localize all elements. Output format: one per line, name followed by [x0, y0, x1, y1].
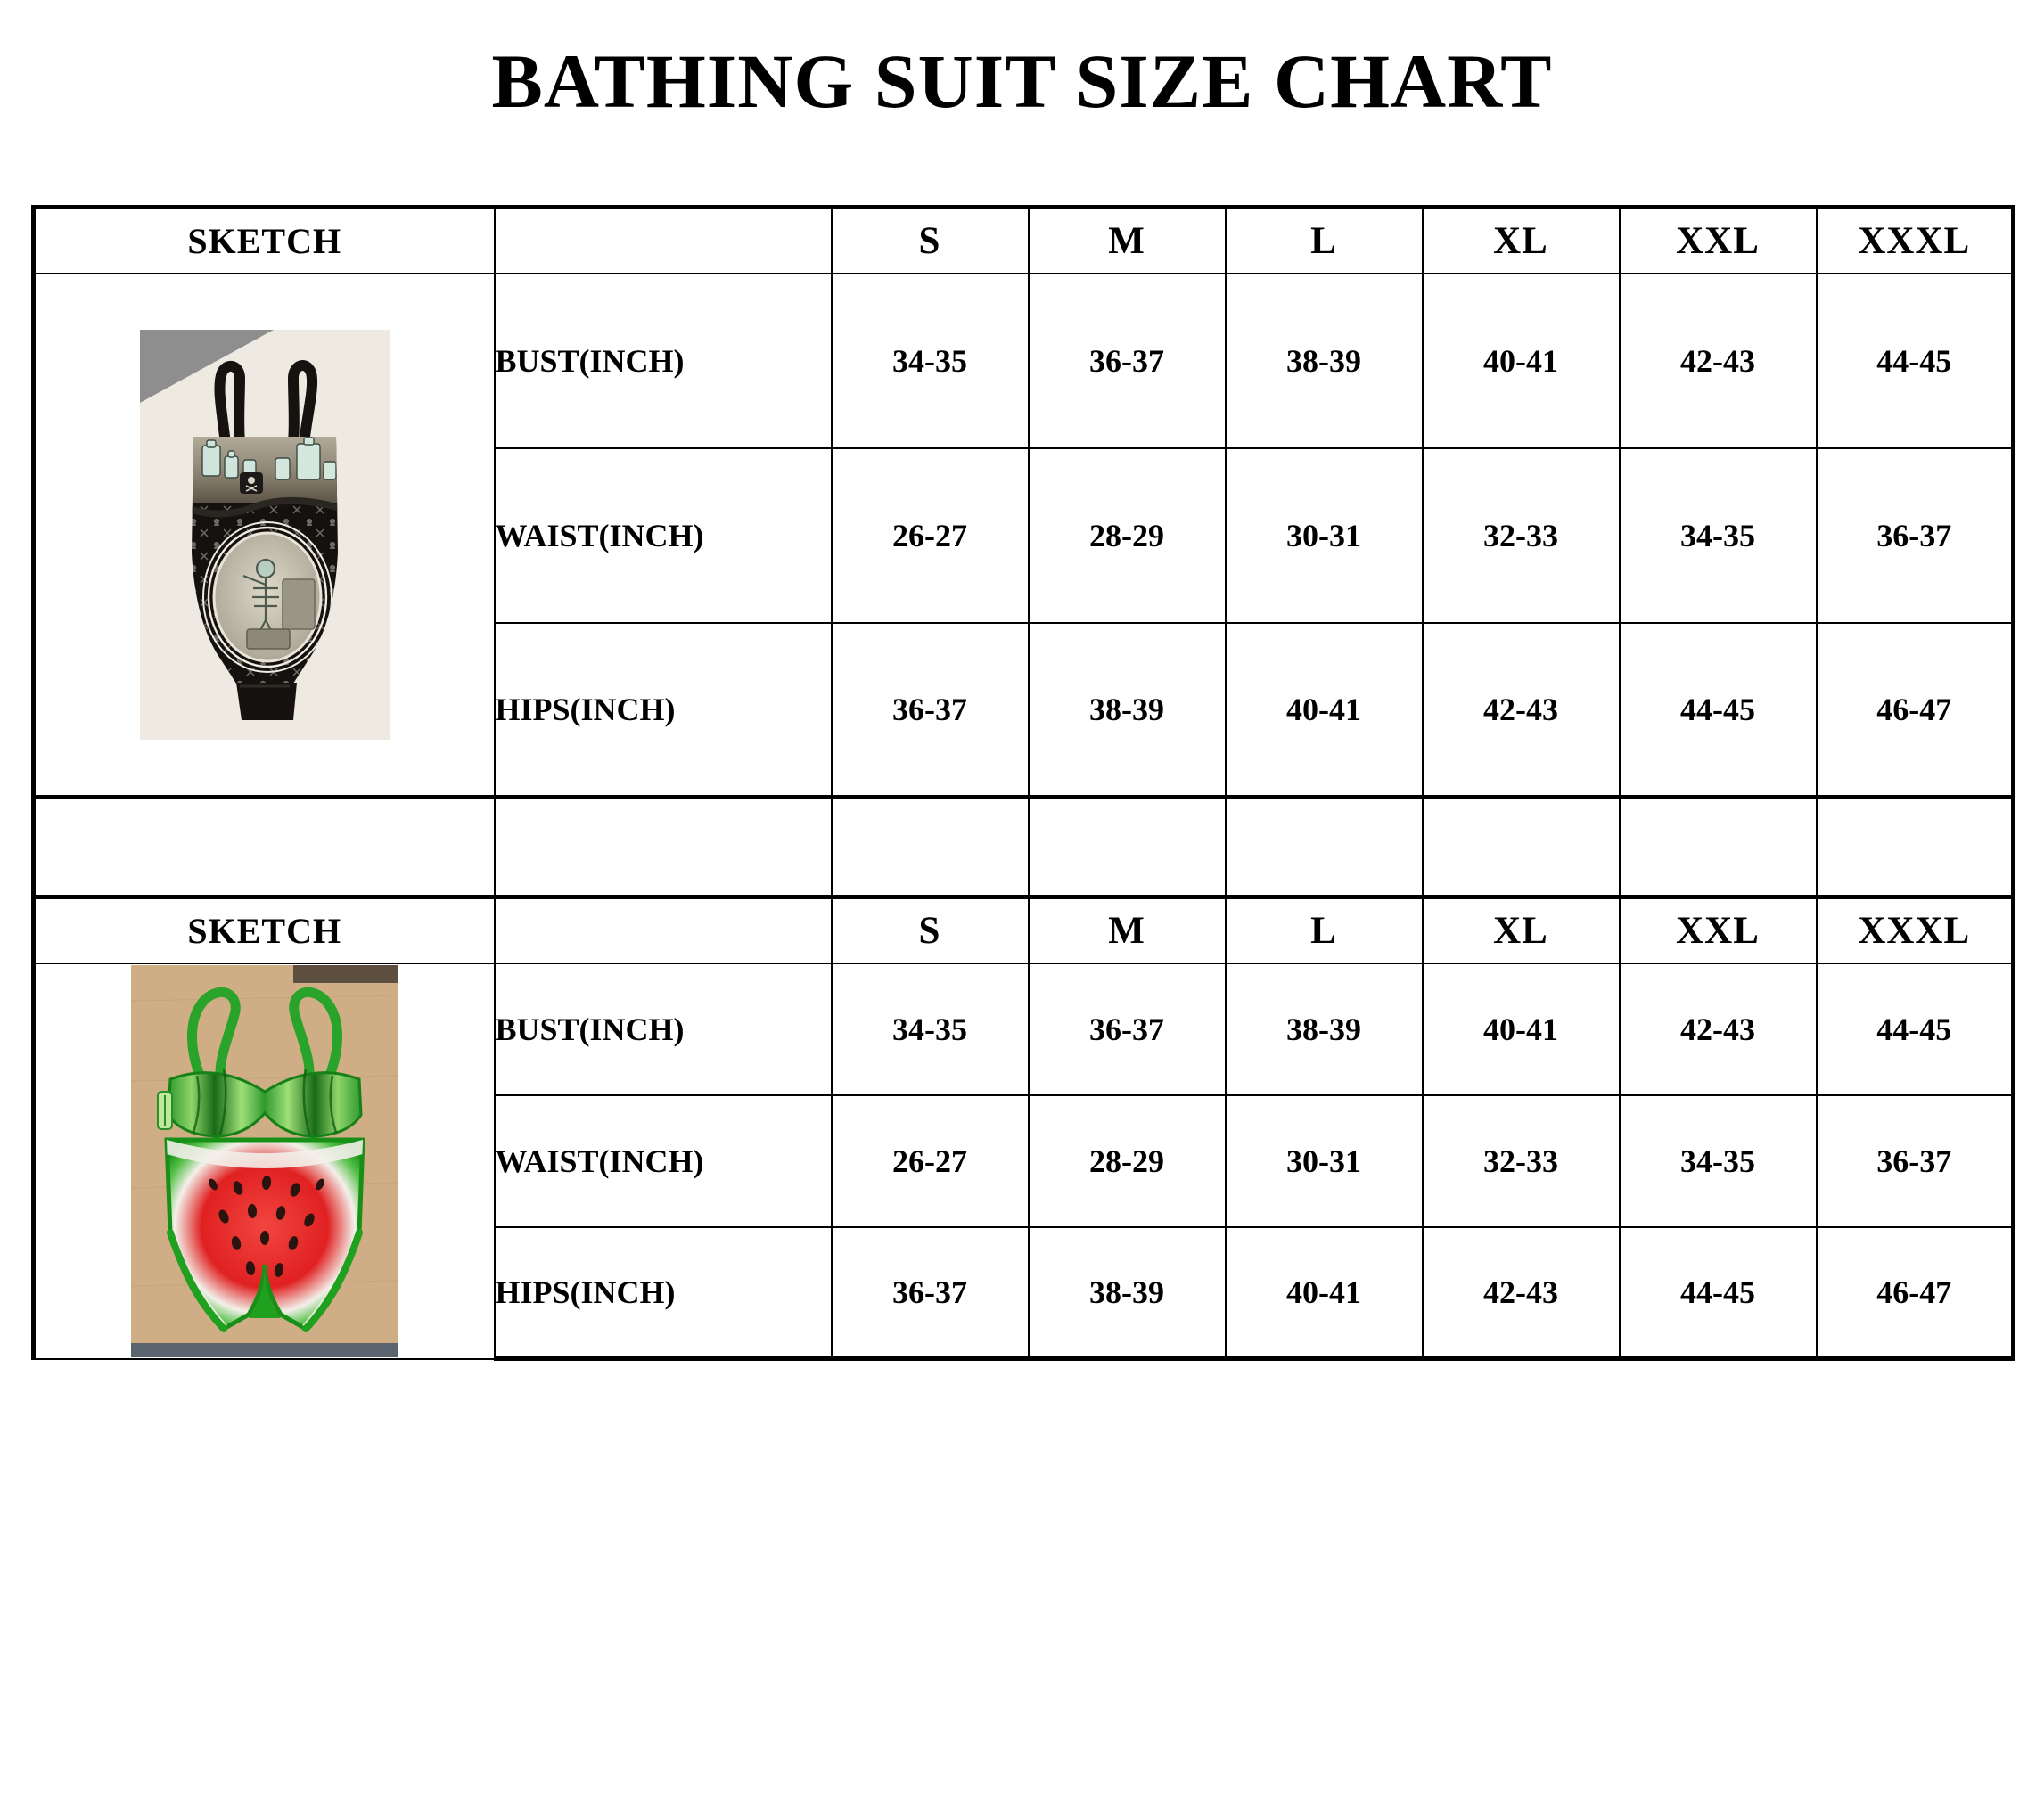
cell-2-hips-xxxl: 46-47	[1815, 1225, 2015, 1361]
size-header-1-xxxl: XXXL	[1815, 205, 2015, 274]
cell-1-waist-m: 28-29	[1027, 446, 1227, 624]
cell-1-bust-m: 36-37	[1027, 272, 1227, 449]
section-2-waist-row: WAIST(INCH) 26-27 28-29 30-31 32-33 34-3…	[34, 1094, 2015, 1228]
watermelon-bikini-illustration	[130, 964, 398, 1357]
cell-1-hips-l: 40-41	[1224, 621, 1424, 799]
cell-1-hips-xl: 42-43	[1421, 621, 1621, 799]
cell-1-waist-xxl: 34-35	[1618, 446, 1818, 624]
section-1-bust-row: BUST(INCH) 34-35 36-37 38-39 40-41 42-43…	[31, 272, 2015, 799]
cell-2-hips-m: 38-39	[1027, 1225, 1227, 1361]
cell-1-hips-xxxl: 46-47	[1815, 621, 2015, 799]
cell-1-bust-s: 34-35	[830, 272, 1030, 449]
cell-2-waist-m: 28-29	[1027, 1094, 1227, 1228]
separator-cell-xxl	[1618, 795, 1818, 898]
section-2-bust-row: BUST(INCH) 34-35 36-37 38-39 40-41 42-43…	[31, 962, 2015, 1360]
sketch-header-2: SKETCH	[31, 895, 496, 964]
size-header-2-xxxl: XXXL	[1815, 895, 2015, 964]
size-header-2-s: S	[830, 895, 1030, 964]
section-1-waist-row: WAIST(INCH) 26-27 28-29 30-31 32-33 34-3…	[34, 446, 2015, 624]
size-header-1-xxl: XXL	[1618, 205, 1818, 274]
cell-2-waist-xxxl: 36-37	[1815, 1094, 2015, 1228]
separator-cell-xl	[1421, 795, 1621, 898]
cell-1-bust-xxl: 42-43	[1618, 272, 1818, 449]
size-header-2-m: M	[1027, 895, 1227, 964]
bathing-suit-size-table: SKETCH S M L XL XXL XXXL	[31, 205, 2015, 1361]
size-header-2-xl: XL	[1421, 895, 1621, 964]
row-label-2-hips: HIPS(INCH)	[493, 1225, 833, 1361]
cell-1-waist-xxxl: 36-37	[1815, 446, 2015, 624]
blank-header-2	[493, 895, 833, 964]
size-header-2-l: L	[1224, 895, 1424, 964]
cell-2-waist-xl: 32-33	[1421, 1094, 1621, 1228]
section-2-hips-row: HIPS(INCH) 36-37 38-39 40-41 42-43 44-45…	[34, 1225, 2015, 1361]
cell-2-bust-xxl: 42-43	[1618, 962, 1818, 1096]
product-photo-watermelon-bikini	[31, 962, 496, 1360]
cell-2-bust-l: 38-39	[1224, 962, 1424, 1096]
separator-cell-s	[830, 795, 1030, 898]
separator-cell-label	[493, 795, 833, 898]
row-label-1-waist: WAIST(INCH)	[493, 446, 833, 624]
row-label-1-hips: HIPS(INCH)	[493, 621, 833, 799]
cell-2-hips-xxl: 44-45	[1618, 1225, 1818, 1361]
section-1-hips-row: HIPS(INCH) 36-37 38-39 40-41 42-43 44-45…	[34, 621, 2015, 799]
sketch-wrapper-2	[36, 964, 494, 1357]
cell-1-bust-xl: 40-41	[1421, 272, 1621, 449]
row-label-2-bust: BUST(INCH)	[493, 962, 833, 1096]
section-1-header-row: SKETCH S M L XL XXL XXXL	[31, 205, 2015, 274]
cell-2-waist-xxl: 34-35	[1618, 1094, 1818, 1228]
sketch-header-1: SKETCH	[31, 205, 496, 274]
row-label-1-bust: BUST(INCH)	[493, 272, 833, 449]
cell-2-waist-l: 30-31	[1224, 1094, 1424, 1228]
sketch-wrapper-1	[36, 329, 494, 740]
cell-2-bust-xl: 40-41	[1421, 962, 1621, 1096]
cell-2-bust-xxxl: 44-45	[1815, 962, 2015, 1096]
cell-1-hips-xxl: 44-45	[1618, 621, 1818, 799]
cell-1-waist-xl: 32-33	[1421, 446, 1621, 624]
separator-cell-l	[1224, 795, 1424, 898]
cell-2-hips-xl: 42-43	[1421, 1225, 1621, 1361]
cell-2-waist-s: 26-27	[830, 1094, 1030, 1228]
cell-2-bust-m: 36-37	[1027, 962, 1227, 1096]
cell-2-hips-s: 36-37	[830, 1225, 1030, 1361]
size-header-1-m: M	[1027, 205, 1227, 274]
size-header-1-l: L	[1224, 205, 1424, 274]
separator-cell-m	[1027, 795, 1227, 898]
size-header-1-xl: XL	[1421, 205, 1621, 274]
cell-1-waist-s: 26-27	[830, 446, 1030, 624]
size-header-2-xxl: XXL	[1618, 895, 1818, 964]
cell-1-waist-l: 30-31	[1224, 446, 1424, 624]
page-title: BATHING SUIT SIZE CHART	[491, 38, 1553, 124]
product-photo-skull-swimsuit	[31, 272, 496, 799]
separator-cell-sketch	[31, 795, 496, 898]
cell-2-bust-s: 34-35	[830, 962, 1030, 1096]
cell-1-hips-s: 36-37	[830, 621, 1030, 799]
size-header-1-s: S	[830, 205, 1030, 274]
separator-row	[31, 795, 2015, 898]
separator-cell-xxxl	[1815, 795, 2015, 898]
skull-swimsuit-illustration	[139, 329, 390, 740]
cell-1-bust-xxxl: 44-45	[1815, 272, 2015, 449]
cell-1-bust-l: 38-39	[1224, 272, 1424, 449]
section-2-header-row: SKETCH S M L XL XXL XXXL	[31, 895, 2015, 964]
blank-header-1	[493, 205, 833, 274]
cell-2-hips-l: 40-41	[1224, 1225, 1424, 1361]
row-label-2-waist: WAIST(INCH)	[493, 1094, 833, 1228]
cell-1-hips-m: 38-39	[1027, 621, 1227, 799]
